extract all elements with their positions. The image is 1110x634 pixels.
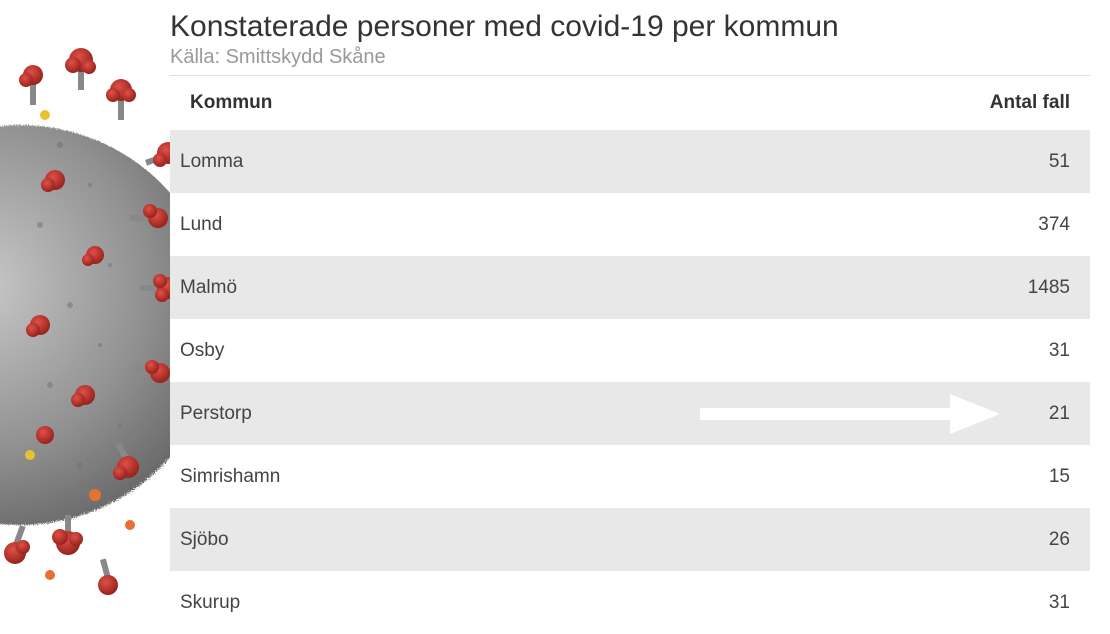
count-cell: 374 [1038,214,1070,236]
table-row: Lomma 51 [170,130,1090,193]
kommun-cell: Sjöbo [180,529,229,551]
page-title: Konstaterade personer med covid-19 per k… [170,10,1090,44]
count-cell: 15 [1049,466,1070,488]
column-header-antal-fall: Antal fall [990,92,1070,114]
cases-table: Kommun Antal fall Lomma 51 Lund 374 Malmö 148… [170,76,1090,634]
count-cell: 31 [1049,340,1070,362]
page-subtitle: Källa: Smittskydd Skåne [170,46,1090,76]
count-cell: 31 [1049,592,1070,614]
kommun-cell: Perstorp [180,403,252,425]
count-cell: 51 [1049,151,1070,173]
kommun-cell: Malmö [180,277,237,299]
table-row: Perstorp 21 [170,382,1090,445]
table-row: Skurup 31 [170,571,1090,634]
count-cell: 1485 [1028,277,1070,299]
column-header-kommun: Kommun [190,92,272,114]
kommun-cell: Osby [180,340,224,362]
kommun-cell: Simrishamn [180,466,280,488]
table-header-row: Kommun Antal fall [170,76,1090,130]
table-row: Osby 31 [170,319,1090,382]
virus-illustration [0,25,180,605]
table-row: Lund 374 [170,193,1090,256]
count-cell: 21 [1049,403,1070,425]
arrow-right-icon [700,392,1000,436]
kommun-cell: Lund [180,214,222,236]
table-row: Sjöbo 26 [170,508,1090,571]
table-row: Simrishamn 15 [170,445,1090,508]
count-cell: 26 [1049,529,1070,551]
table-row: Malmö 1485 [170,256,1090,319]
kommun-cell: Lomma [180,151,243,173]
kommun-cell: Skurup [180,592,240,614]
